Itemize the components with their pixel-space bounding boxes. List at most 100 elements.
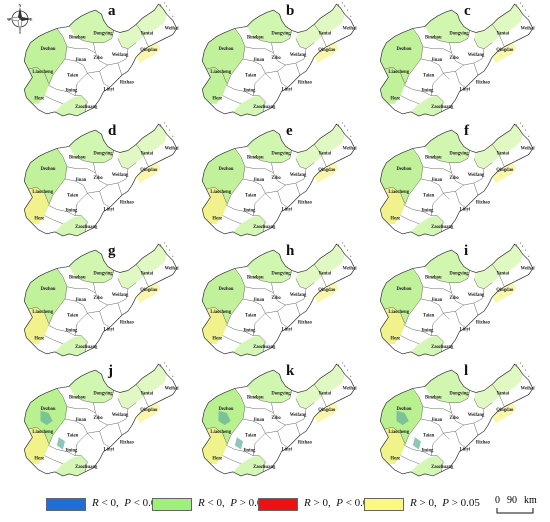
city-label: Linyi: [460, 88, 471, 93]
city-label: Jining: [243, 449, 256, 454]
region-r-neg-east: [117, 244, 167, 289]
city-label: Heze: [390, 337, 400, 342]
island-dot: [520, 122, 522, 124]
city-label: Qingdao: [140, 408, 158, 413]
island-dot: [160, 124, 162, 126]
city-boundary: [64, 58, 94, 80]
city-boundary: [431, 150, 470, 163]
city-label: Dezhou: [397, 407, 412, 412]
city-label: Liaocheng: [388, 430, 409, 435]
city-label: Taian: [423, 313, 435, 318]
region-r-neg-dense: [56, 437, 65, 450]
region-r-pos-east: [136, 42, 161, 64]
city-boundary: [28, 426, 49, 444]
region-r-neg-south: [54, 455, 88, 476]
city-boundary: [271, 282, 305, 306]
city-label: Rizhao: [298, 200, 313, 205]
city-boundary: [277, 311, 288, 328]
shandong-map: Binzhou Dongying Yantai Weihai Dezhou Qingdao…: [379, 2, 535, 117]
city-label: Jining: [65, 89, 78, 94]
city-boundary: [473, 398, 493, 410]
city-boundary: [64, 178, 94, 200]
city-label: Heze: [34, 457, 44, 462]
island-dot: [172, 135, 174, 137]
city-label: Dezhou: [219, 287, 234, 292]
region-r-neg-dense: [412, 437, 421, 450]
shandong-map: Binzhou Dongying Yantai Weihai Dezhou Qingdao…: [201, 122, 357, 237]
city-boundary: [125, 168, 129, 180]
city-label: Liaocheng: [32, 190, 53, 195]
island-dot: [347, 129, 349, 131]
city-label: Rizhao: [298, 80, 313, 85]
city-boundary: [455, 71, 466, 88]
city-label: Weihai: [165, 386, 180, 391]
city-boundary: [99, 431, 110, 448]
city-label: Dezhou: [219, 47, 234, 52]
city-label: Liaocheng: [388, 310, 409, 315]
city-label: Dongying: [449, 272, 469, 277]
city-boundary: [295, 302, 301, 316]
compass-east-label: E: [30, 17, 33, 22]
city-boundary: [412, 28, 424, 60]
panel-label: k: [286, 363, 295, 379]
island-dot: [516, 364, 518, 366]
island-dot: [342, 242, 344, 244]
city-label: Taian: [245, 73, 257, 78]
city-label: Weifang: [290, 173, 307, 178]
province-outline: [23, 243, 178, 357]
city-boundary: [303, 288, 307, 300]
city-label: Dezhou: [397, 167, 412, 172]
city-label: Linyi: [104, 88, 115, 93]
city-label: Zibo: [449, 296, 459, 301]
map-panel-l: Binzhou Dongying Yantai Weihai Dezhou Qingdao…: [366, 362, 546, 480]
city-label: Weihai: [165, 266, 180, 271]
city-label: Taian: [245, 193, 257, 198]
city-label: Jinan: [431, 58, 443, 63]
city-label: Zaozhuang: [75, 345, 98, 350]
city-boundary: [455, 431, 466, 448]
city-label: Qingdao: [496, 408, 514, 413]
city-boundary: [277, 431, 288, 448]
region-r-neg-west: [380, 28, 423, 104]
city-label: Zibo: [271, 416, 281, 421]
city-label: Dezhou: [41, 167, 56, 172]
region-r-neg-dense: [40, 410, 53, 426]
city-label: Rizhao: [476, 200, 491, 205]
city-label: Rizhao: [476, 320, 491, 325]
city-label: Binzhou: [247, 396, 264, 401]
city-boundary: [135, 144, 149, 167]
city-boundary: [44, 95, 63, 104]
region-r-pos-east: [492, 282, 517, 304]
city-boundary: [430, 433, 444, 456]
city-label: Zibo: [271, 296, 281, 301]
city-label: Zaozhuang: [431, 225, 454, 230]
city-label: Zibo: [93, 176, 103, 181]
city-boundary: [252, 73, 266, 96]
city-boundary: [99, 311, 110, 328]
city-label: Linyi: [282, 328, 293, 333]
city-boundary: [56, 28, 68, 60]
island-dot: [166, 125, 168, 127]
city-label: Jinan: [75, 298, 87, 303]
city-boundary: [437, 335, 444, 352]
island-dot: [338, 124, 340, 126]
region-r-neg-south: [232, 455, 266, 476]
city-label: Zaozhuang: [253, 225, 276, 230]
city-label: Jining: [65, 449, 78, 454]
city-label: Qingdao: [496, 48, 514, 53]
shandong-map: Binzhou Dongying Yantai Weihai Dezhou Qingdao…: [379, 122, 535, 237]
city-boundary: [303, 408, 307, 420]
city-label: Weifang: [112, 53, 129, 58]
city-boundary: [437, 95, 444, 112]
city-label: Jinan: [253, 418, 265, 423]
city-boundary: [66, 166, 96, 174]
region-r-neg-east: [295, 124, 345, 169]
city-boundary: [313, 264, 327, 287]
shandong-map: Binzhou Dongying Yantai Weihai Dezhou Qingdao…: [379, 242, 535, 357]
city-label: Qingdao: [318, 48, 336, 53]
island-dot: [169, 129, 171, 131]
shandong-map: Binzhou Dongying Yantai Weihai Dezhou Qingdao…: [23, 2, 179, 117]
city-label: Rizhao: [120, 320, 135, 325]
city-boundary: [437, 215, 444, 232]
city-label: Binzhou: [425, 156, 442, 161]
